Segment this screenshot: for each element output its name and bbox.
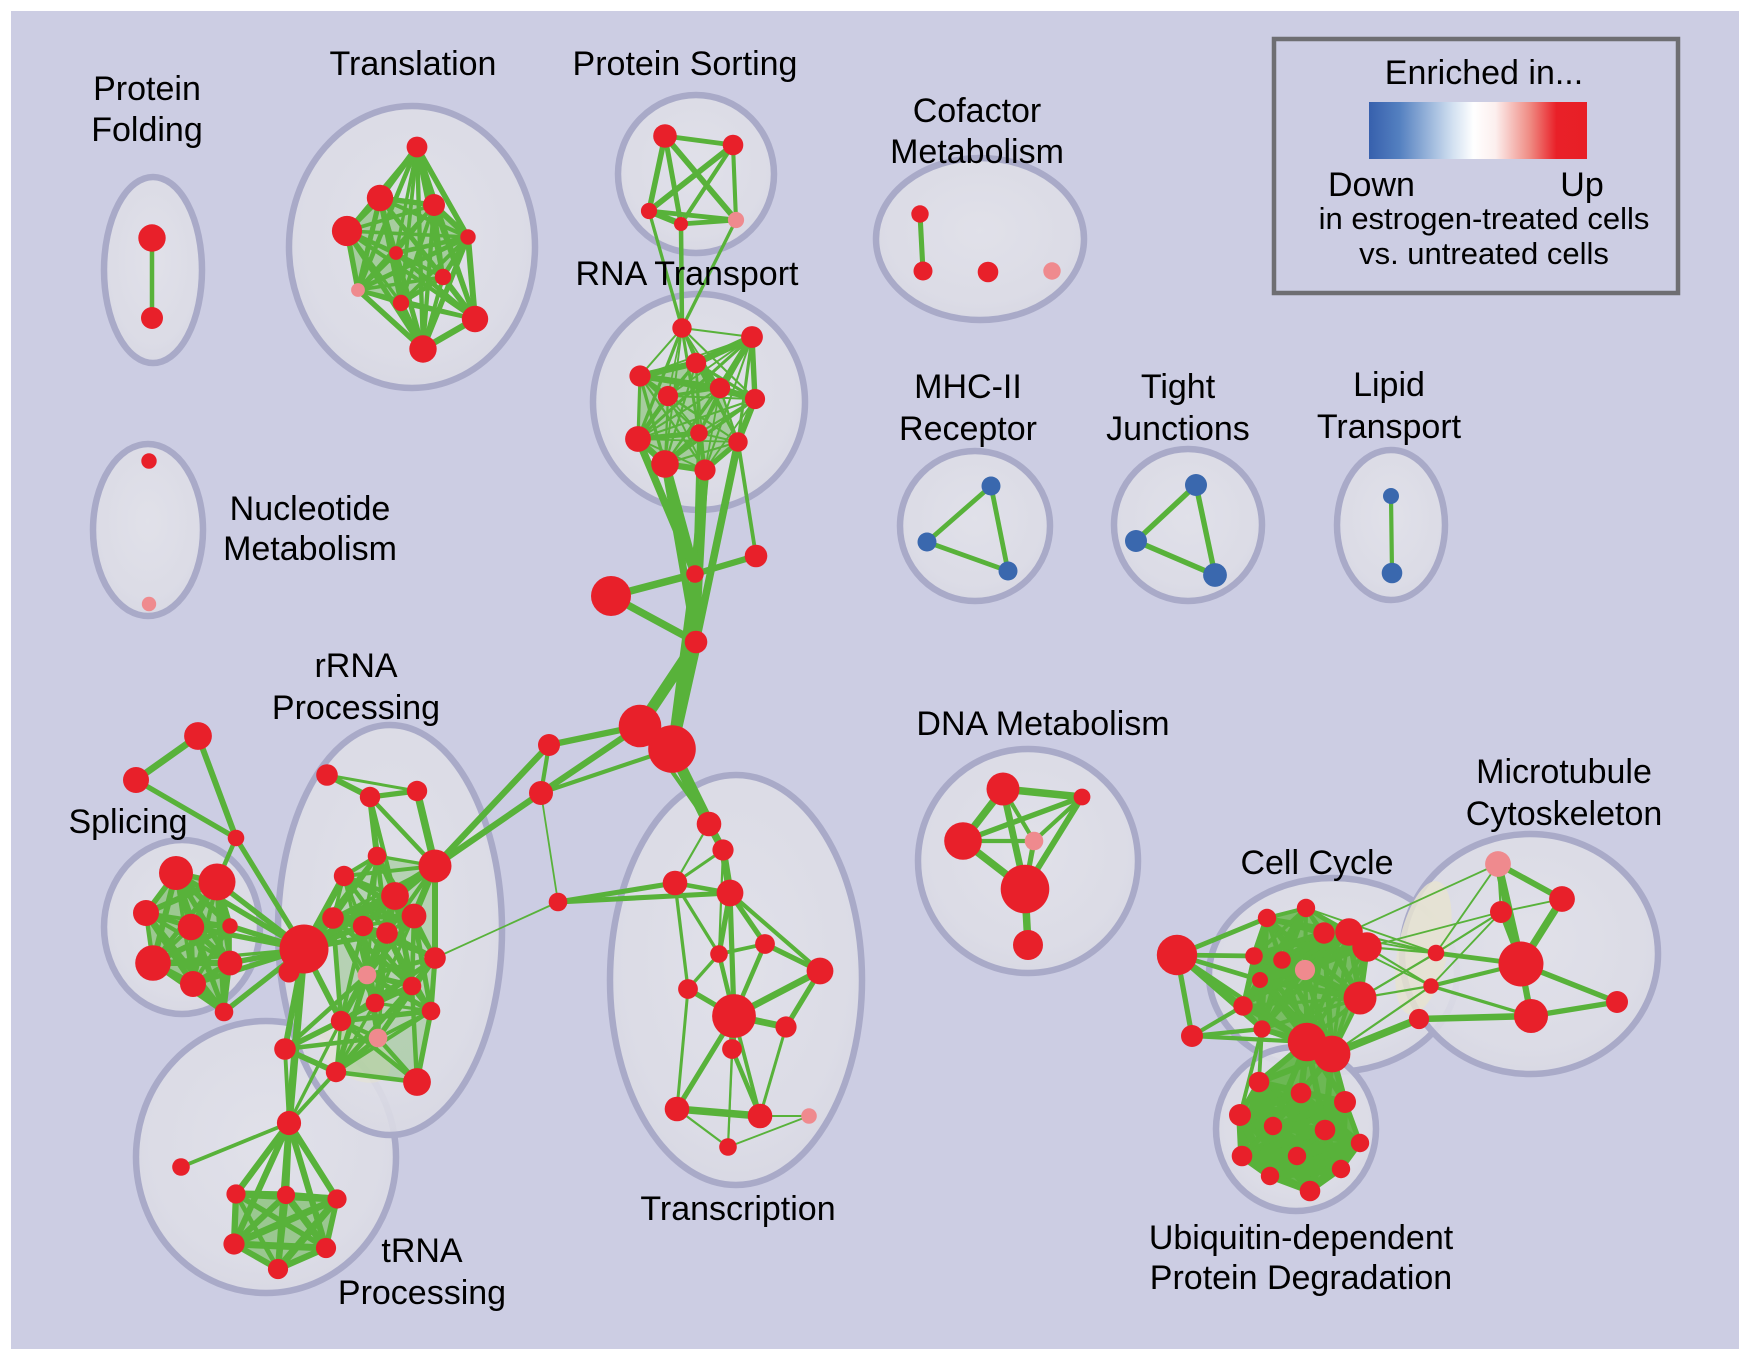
svg-text:vs. untreated cells: vs. untreated cells [1359,236,1609,271]
svg-text:Protein Sorting: Protein Sorting [573,45,798,83]
svg-text:Ubiquitin-dependent: Ubiquitin-dependent [1149,1219,1454,1257]
svg-text:Down: Down [1328,166,1415,204]
svg-text:MHC-II: MHC-II [914,368,1022,406]
svg-text:Translation: Translation [330,45,497,83]
svg-text:Tight: Tight [1141,368,1216,406]
svg-text:Transcription: Transcription [640,1190,835,1228]
svg-text:Receptor: Receptor [899,410,1037,448]
svg-text:Nucleotide: Nucleotide [230,490,391,528]
svg-text:Enriched in...: Enriched in... [1385,54,1583,92]
svg-text:Processing: Processing [272,689,440,727]
svg-text:tRNA: tRNA [381,1232,463,1270]
svg-text:Junctions: Junctions [1106,410,1250,448]
svg-text:Metabolism: Metabolism [223,530,397,568]
svg-text:Metabolism: Metabolism [890,133,1064,171]
svg-text:Transport: Transport [1317,408,1462,446]
svg-text:Cell Cycle: Cell Cycle [1240,844,1393,882]
svg-text:Protein Degradation: Protein Degradation [1150,1259,1452,1297]
svg-text:DNA Metabolism: DNA Metabolism [916,705,1169,743]
svg-text:Folding: Folding [91,111,203,149]
svg-text:Cytoskeleton: Cytoskeleton [1466,795,1663,833]
svg-text:Processing: Processing [338,1274,506,1312]
svg-text:Splicing: Splicing [68,803,187,841]
svg-text:in estrogen-treated cells: in estrogen-treated cells [1319,201,1650,236]
svg-text:Lipid: Lipid [1353,366,1425,404]
svg-text:Microtubule: Microtubule [1476,753,1652,791]
svg-text:Protein: Protein [93,70,201,108]
svg-text:Cofactor: Cofactor [913,92,1042,130]
svg-text:rRNA: rRNA [314,647,397,685]
svg-text:RNA Transport: RNA Transport [576,255,800,293]
svg-text:Up: Up [1560,166,1603,204]
